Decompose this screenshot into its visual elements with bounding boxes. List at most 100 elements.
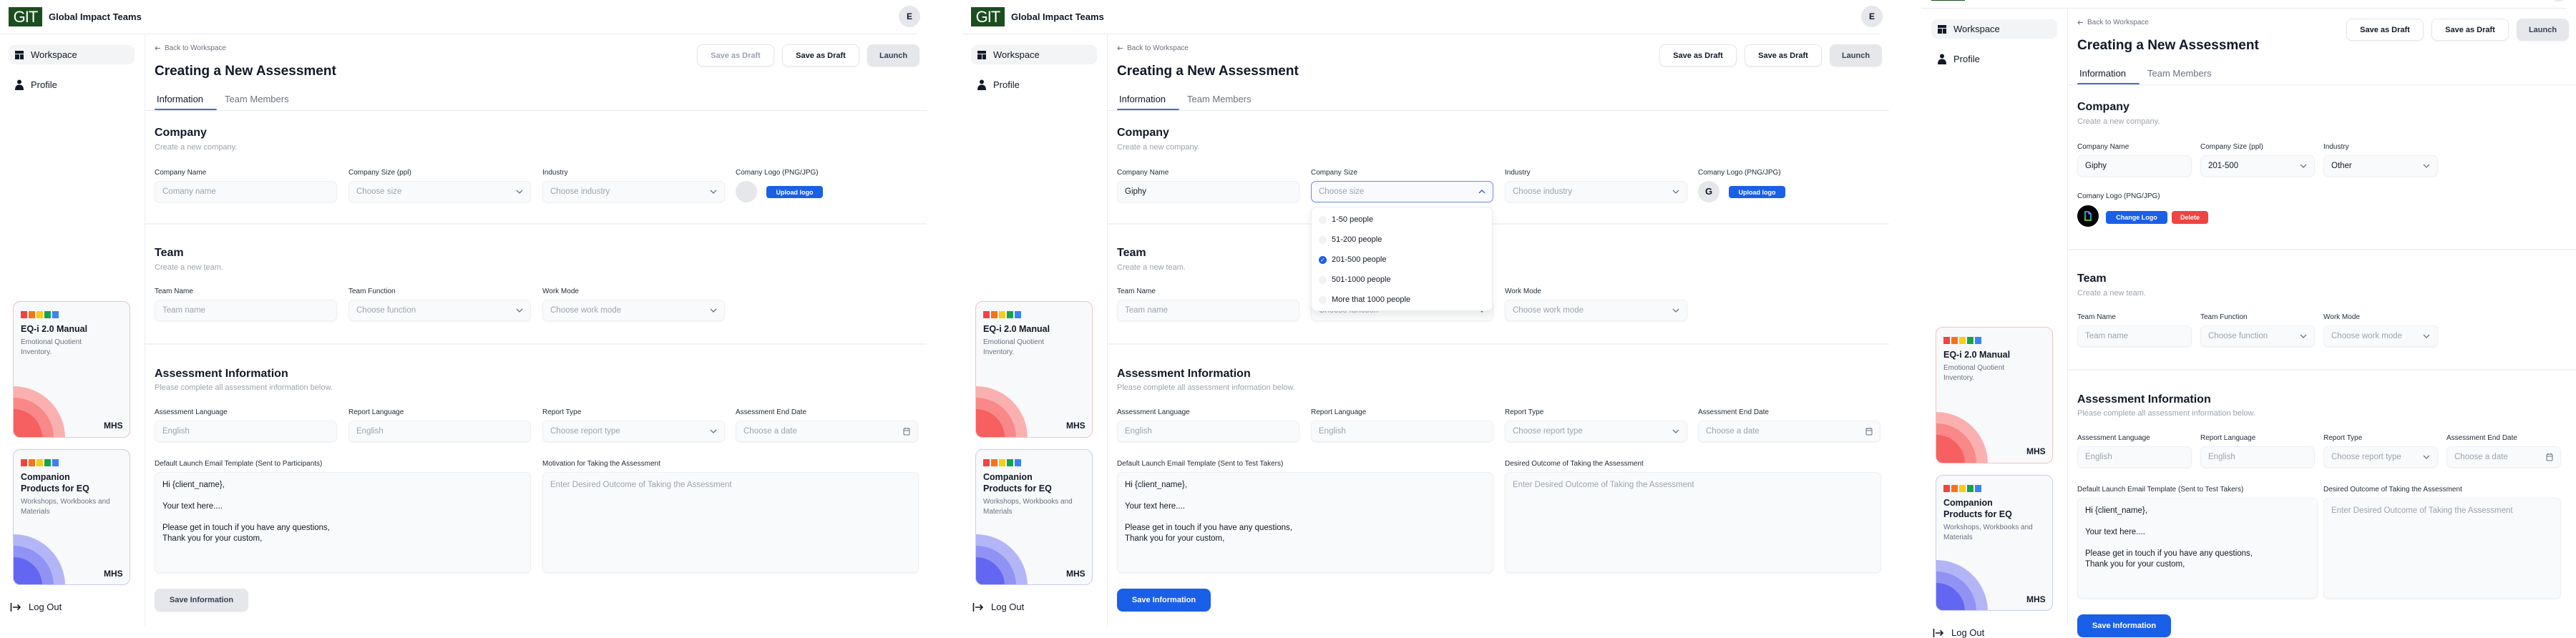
product-card[interactable]: Companion Products for EQ Workshops, Work… [13,449,130,585]
end-date-picker[interactable]: Choose a date [736,421,918,442]
save-as-draft-button-2[interactable]: Save as Draft [782,44,859,67]
assessment-language-input[interactable]: English [1117,421,1299,442]
motivation-textarea[interactable]: Enter Desired Outcome of Taking the Asse… [2323,498,2561,599]
report-language-input[interactable]: English [1311,421,1493,442]
save-information-button[interactable]: Save Information [2077,614,2171,637]
tab-team-members[interactable]: Team Members [2147,68,2212,79]
sidebar-item-workspace[interactable]: Workspace [971,45,1097,64]
logout-button[interactable]: Log Out [972,602,1024,612]
industry-select[interactable]: Other [2323,155,2438,177]
upload-logo-button[interactable]: Upload logo [766,186,823,198]
assessment-language-input[interactable]: English [2077,446,2192,468]
user-avatar[interactable]: E [899,6,920,27]
chevron-down-icon [1672,429,1679,433]
sidebar-item-profile[interactable]: Profile [9,75,135,94]
dropdown-option[interactable]: More that 1000 people [1312,290,1492,310]
logout-button[interactable]: Log Out [1933,627,1984,638]
card-title: EQ-i 2.0 Manual [983,324,1050,334]
color-square [999,311,1005,318]
product-card[interactable]: EQ-i 2.0 Manual Emotional Quotient Invent… [975,301,1093,438]
work-mode-select[interactable]: Choose work mode [2323,325,2438,347]
tab-team-members[interactable]: Team Members [225,94,289,104]
motivation-textarea[interactable]: Enter Desired Outcome of Taking the Asse… [542,472,919,573]
industry-select[interactable]: Choose industry [1505,181,1687,202]
save-as-draft-button[interactable]: Save as Draft [1659,44,1737,67]
end-date-picker[interactable]: Choose a date [2446,446,2561,468]
sidebar-item-profile[interactable]: Profile [1931,49,2057,69]
save-information-button[interactable]: Save Information [155,589,248,612]
tab-information[interactable]: Information [1119,94,1166,104]
product-card[interactable]: Companion Products for EQ Workshops, Work… [975,449,1093,585]
save-information-button[interactable]: Save Information [1117,589,1211,612]
save-as-draft-button[interactable]: Save as Draft [2346,19,2424,41]
report-type-select[interactable]: Choose report type [1505,421,1687,442]
report-type-select[interactable]: Choose report type [2323,446,2438,468]
report-type-select[interactable]: Choose report type [542,421,725,442]
change-logo-button[interactable]: Change Logo [2106,211,2167,224]
page-title: Creating a New Assessment [2077,38,2259,53]
sidebar-item-label: Profile [31,79,57,90]
launch-button[interactable]: Launch [1830,44,1882,67]
tab-information[interactable]: Information [2079,68,2127,79]
assessment-heading: Assessment Information [1117,368,1251,380]
card-publisher: MHS [104,569,123,579]
report-language-input[interactable]: English [348,421,531,442]
team-name-input[interactable]: Team name [155,300,337,321]
chevron-down-icon [1672,190,1679,194]
work-mode-select[interactable]: Choose work mode [542,300,725,321]
work-mode-select[interactable]: Choose work mode [1505,300,1687,321]
back-to-workspace-link[interactable]: Back to Workspace [2077,19,2149,26]
save-as-draft-button[interactable]: Save as Draft [697,44,774,67]
dropdown-option[interactable]: 51-200 people [1312,230,1492,250]
assessment-language-input[interactable]: English [155,421,337,442]
tab-information[interactable]: Information [157,94,204,104]
back-to-workspace-link[interactable]: Back to Workspace [1117,44,1189,52]
email-template-textarea[interactable]: Hi {client_name}, Your text here.... Ple… [155,472,531,573]
dropdown-option[interactable]: 501-1000 people [1312,270,1492,290]
assessment-language-label: Assessment Language [2077,434,2150,442]
team-name-input[interactable]: Team name [2077,325,2192,347]
motivation-textarea[interactable]: Enter Desired Outcome of Taking the Asse… [1505,472,1881,573]
end-date-picker[interactable]: Choose a date [1698,421,1880,442]
team-name-input-text: Team name [2085,332,2129,340]
radio-icon [1319,295,1327,304]
save-as-draft-button-2[interactable]: Save as Draft [2431,19,2509,41]
company-size-select[interactable]: 201-500 [2200,155,2315,177]
delete-logo-button[interactable]: Delete [2172,211,2208,224]
card-title: Companion Products for EQ [983,472,1052,494]
color-square [1007,459,1013,466]
user-avatar[interactable]: E [1861,6,1883,27]
page-title: Creating a New Assessment [155,64,336,79]
product-card[interactable]: EQ-i 2.0 Manual Emotional Quotient Invent… [13,301,130,438]
save-as-draft-button-2[interactable]: Save as Draft [1745,44,1822,67]
back-to-workspace-link[interactable]: Back to Workspace [155,44,226,52]
industry-select[interactable]: Choose industry [542,181,725,202]
logout-button[interactable]: Log Out [10,602,62,612]
dropdown-option[interactable]: 1-50 people [1312,210,1492,230]
report-language-input[interactable]: English [2200,446,2315,468]
company-name-input[interactable]: Giphy [2077,155,2192,177]
email-template-textarea[interactable]: Hi {client_name}, Your text here.... Ple… [2077,498,2318,599]
company-size-select[interactable]: Choose size [348,181,531,202]
company-name-input[interactable]: Giphy [1117,181,1299,202]
workspace-icon [14,50,24,60]
company-size-select[interactable]: Choose size [1311,181,1493,202]
product-card[interactable]: EQ-i 2.0 Manual Emotional Quotient Invent… [1936,327,2053,463]
company-name-label: Company Name [1117,169,1169,177]
company-size-select-text: 201-500 [2208,162,2239,170]
sidebar-item-workspace[interactable]: Workspace [1931,19,2057,39]
company-name-input[interactable]: Comany name [155,181,337,202]
product-card[interactable]: Companion Products for EQ Workshops, Work… [1936,475,2053,611]
team-function-select[interactable]: Choose function [2200,325,2315,347]
sidebar-item-workspace[interactable]: Workspace [9,45,135,64]
launch-button[interactable]: Launch [2517,19,2569,41]
sidebar-item-profile[interactable]: Profile [971,75,1097,94]
email-template-textarea[interactable]: Hi {client_name}, Your text here.... Ple… [1117,472,1493,573]
tab-team-members[interactable]: Team Members [1187,94,1252,104]
team-name-input[interactable]: Team name [1117,300,1299,321]
launch-button[interactable]: Launch [867,44,919,67]
upload-logo-button[interactable]: Upload logo [1729,186,1785,198]
dropdown-option[interactable]: ✓ 201-500 people [1312,250,1492,270]
user-avatar[interactable]: E [2548,0,2570,1]
team-function-select[interactable]: Choose function [348,300,531,321]
